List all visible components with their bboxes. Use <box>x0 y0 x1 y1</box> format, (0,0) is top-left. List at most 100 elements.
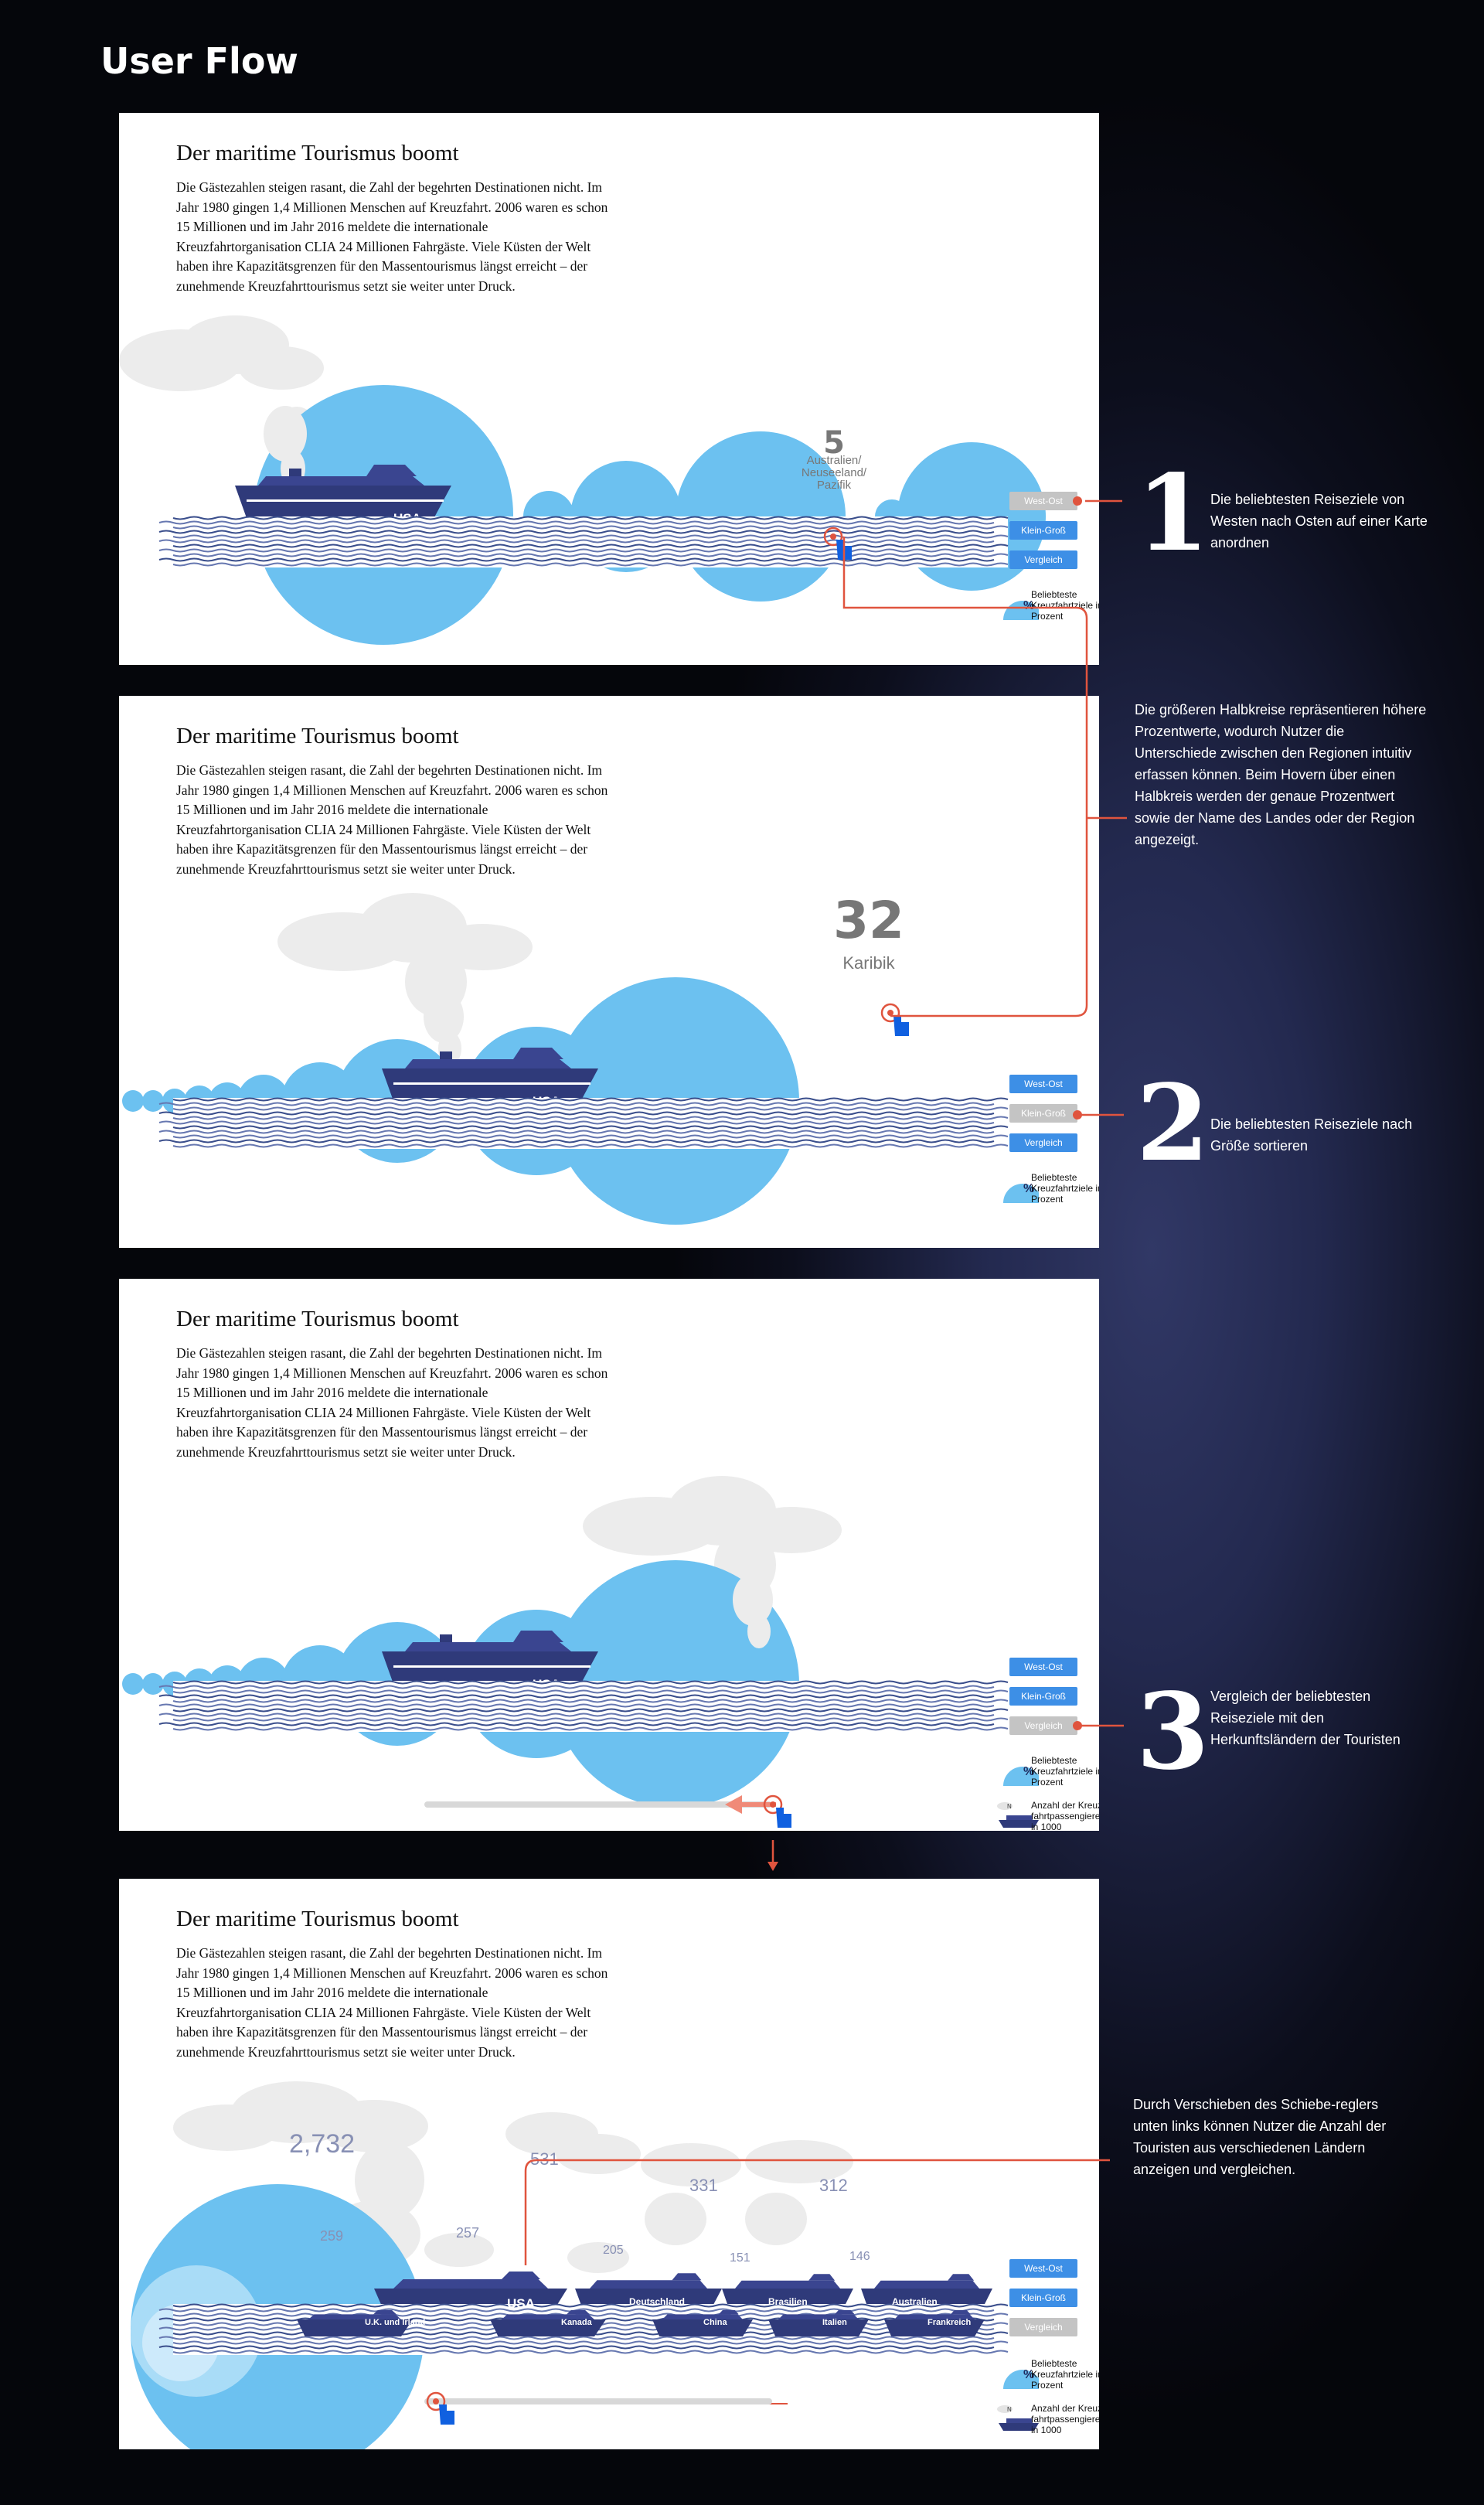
passenger-slider-track[interactable] <box>424 1801 772 1808</box>
passenger-slider-track[interactable] <box>424 2398 772 2404</box>
article-body: Die Gästezahlen steigen rasant, die Zahl… <box>176 1945 608 2060</box>
ship-hull <box>768 2319 869 2336</box>
ship-label-canada: Kanada <box>561 2318 592 2327</box>
klein-gross-button[interactable]: Klein-Groß <box>1009 1687 1077 1706</box>
panel-step-2: USA Der maritime Tourismus boomt Die Gäs… <box>119 696 1099 1248</box>
value-brazil: 331 <box>689 2176 718 2195</box>
vergleich-button[interactable]: Vergleich <box>1009 550 1077 569</box>
west-ost-button[interactable]: West-Ost <box>1009 2259 1077 2278</box>
step-1-number: 1 <box>1136 452 1210 575</box>
wave-line <box>172 2312 1009 2317</box>
percent-symbol: % <box>1023 2368 1034 2381</box>
wave-line <box>172 1699 1009 1703</box>
wave-line <box>172 544 1009 548</box>
ship-deck <box>502 2314 594 2319</box>
wave-line <box>172 1116 1009 1120</box>
ship-bridge <box>373 2309 397 2315</box>
wave-line <box>172 1106 1009 1111</box>
ship-deck <box>735 2280 840 2289</box>
ship-deck <box>590 2280 707 2289</box>
wave-line <box>158 520 995 525</box>
article-body: Die Gästezahlen steigen rasant, die Zahl… <box>176 1345 608 1460</box>
slider-cursor[interactable] <box>426 2391 454 2425</box>
value-canada: 257 <box>456 2225 480 2241</box>
ship-hull <box>297 2319 413 2336</box>
percent-dome-icon: % <box>1003 1765 1039 1786</box>
panel-step-3: USA Der maritime Tourismus boomt Die Gäs… <box>119 1279 1099 1831</box>
scene-passenger-ships <box>131 2081 1009 2449</box>
wave-line <box>172 1680 1009 1685</box>
percent-symbol: % <box>1023 1182 1034 1195</box>
wave-line <box>158 1703 995 1708</box>
wave-line <box>158 1130 995 1134</box>
wave-line <box>172 1134 1009 1139</box>
klein-gross-button[interactable]: Klein-Groß <box>1009 1104 1077 1123</box>
west-ost-button[interactable]: West-Ost <box>1009 1658 1077 1676</box>
hover-explanation: Die größeren Halbkreise repräsentieren h… <box>1135 702 1427 847</box>
article-body: Die Gästezahlen steigen rasant, die Zahl… <box>176 762 608 877</box>
ship-bridge <box>948 2274 975 2281</box>
west-ost-button[interactable]: West-Ost <box>1009 492 1077 510</box>
wave-line <box>158 548 995 553</box>
vergleich-button[interactable]: Vergleich <box>1009 2318 1077 2336</box>
step-2-number: 2 <box>1136 1062 1210 1185</box>
ship-deck <box>894 2314 975 2319</box>
hover-cursor <box>880 1003 909 1036</box>
ship-legend-symbol: N <box>1007 2406 1012 2413</box>
west-ost-button[interactable]: West-Ost <box>1009 1075 1077 1093</box>
article-heading: Der maritime Tourismus boomt <box>176 141 459 165</box>
percent-dome-icon: % <box>1003 2368 1039 2389</box>
ship-label-usa: USA <box>507 2296 535 2311</box>
wave-line <box>158 2345 995 2350</box>
wave-line <box>158 557 995 562</box>
wave-line <box>172 525 1009 530</box>
ocean-waves <box>158 1680 1009 1732</box>
cloud-shape <box>277 893 533 1017</box>
legend-passengers-label: Anzahl der Kreuz-fahrtpassengiere in 100… <box>1031 2403 1099 2435</box>
slider-drag-arrow <box>725 1795 776 1814</box>
step-1-text: Die beliebtesten Reiseziele von Westen n… <box>1210 492 1428 550</box>
hover-value: 32 <box>833 891 904 950</box>
value-italy: 151 <box>730 2251 751 2265</box>
ship-deck <box>874 2280 979 2289</box>
klein-gross-button[interactable]: Klein-Groß <box>1009 2289 1077 2307</box>
ship-legend-icon: N <box>997 2405 1039 2431</box>
slider-explanation: Durch Verschieben des Schiebe-reglers un… <box>1133 2097 1387 2177</box>
wave-line <box>172 516 1009 520</box>
hover-region-label: Australien/ Neuseeland/ Pazifik <box>801 454 867 492</box>
article-heading: Der maritime Tourismus boomt <box>176 724 459 748</box>
ship-bridge <box>808 2274 836 2281</box>
vergleich-button[interactable]: Vergleich <box>1009 1133 1077 1152</box>
ship-label-germany: Deutschland <box>629 2296 686 2307</box>
ocean-waves <box>158 516 1009 567</box>
klein-gross-button[interactable]: Klein-Groß <box>1009 521 1077 540</box>
ship-hull <box>884 2319 985 2336</box>
ship-label-brazil: Brasilien <box>768 2296 808 2307</box>
wave-line <box>172 2350 1009 2354</box>
wave-line <box>158 539 995 544</box>
wave-line <box>172 1717 1009 1722</box>
ship-label-italy: Italien <box>822 2318 847 2327</box>
percent-symbol: % <box>1023 1765 1034 1778</box>
wave-line <box>172 562 1009 567</box>
ship-row-lower <box>297 2309 985 2336</box>
ship-bridge <box>950 2309 971 2315</box>
slider-cursor[interactable] <box>763 1794 791 1828</box>
vergleich-button[interactable]: Vergleich <box>1009 1716 1077 1735</box>
ship-label-uk: U.K. und Irland <box>365 2318 426 2327</box>
wave-line <box>158 1139 995 1143</box>
legend-percent-label: Beliebteste Kreuzfahrtziele in Prozent <box>1031 1755 1099 1788</box>
ship-bridge <box>567 2309 590 2315</box>
wave-line <box>172 2303 1009 2308</box>
wave-line <box>172 1097 1009 1102</box>
value-australia: 312 <box>819 2176 848 2195</box>
scene-sorted-by-size: USA <box>122 893 1009 1225</box>
value-germany: 531 <box>530 2149 559 2169</box>
value-china: 205 <box>603 2244 624 2257</box>
hover-value: 5 <box>823 425 845 461</box>
ship-deck <box>393 2279 548 2289</box>
ship-bridge <box>834 2309 855 2315</box>
ship-label-china: China <box>703 2318 727 2327</box>
percent-dome-icon: % <box>1003 1182 1039 1203</box>
value-uk: 259 <box>320 2228 344 2244</box>
